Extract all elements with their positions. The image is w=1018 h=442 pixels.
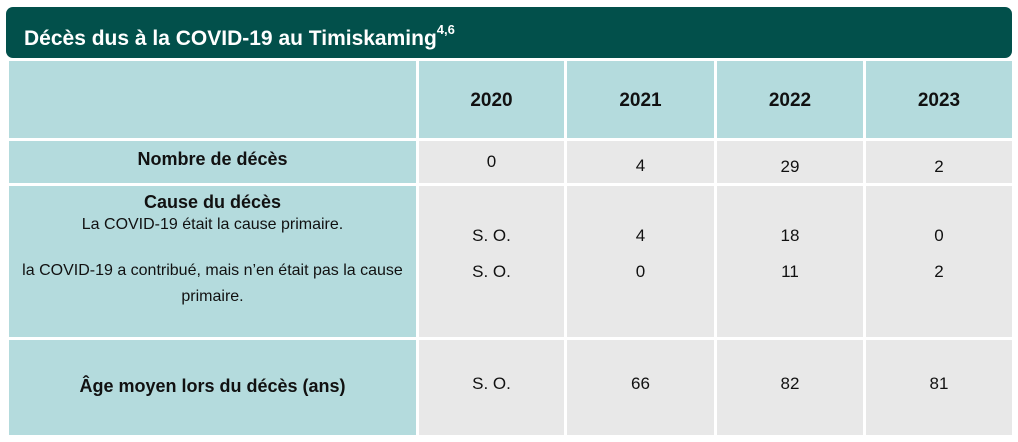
table-row: Cause du décès La COVID-19 était la caus… (6, 183, 1015, 340)
table-row: Nombre de décès 0 4 29 2 (6, 138, 1015, 186)
year-header-2020: 2020 (416, 58, 567, 141)
cause-contrib-2021: 0 (635, 262, 646, 281)
cause-contributing-text: la COVID-19 a contribué, mais n’en était… (22, 262, 403, 305)
table-row: Âge moyen lors du décès (ans) S. O. 66 8… (6, 337, 1015, 438)
cause-primary-2020: S. O. (472, 226, 511, 245)
deaths-2021: 4 (564, 138, 717, 186)
year-header-2021: 2021 (564, 58, 717, 141)
cause-primary-2021: 4 (635, 226, 646, 245)
cause-2022: 18 11 (714, 183, 866, 340)
age-2021: 66 (564, 337, 717, 438)
cause-contrib-2022: 11 (781, 262, 799, 281)
header-corner (6, 58, 419, 141)
row-label-cause: Cause du décès La COVID-19 était la caus… (6, 183, 419, 340)
cause-2020: S. O. S. O. (416, 183, 567, 340)
age-2022: 82 (714, 337, 866, 438)
table-title: Décès dus à la COVID-19 au Timiskaming4,… (6, 7, 1012, 58)
cause-title: Cause du décès (143, 192, 282, 212)
cause-contributing-label: la COVID-19 a contribué, mais n’en était… (9, 258, 416, 310)
cause-primary-2023: 0 (934, 226, 944, 245)
deaths-2023: 2 (863, 138, 1015, 186)
title-footnote-ref: 4,6 (436, 22, 455, 37)
deaths-2022: 29 (714, 138, 866, 186)
table-title-text: Décès dus à la COVID-19 au Timiskaming (24, 27, 437, 50)
cause-primary-label: La COVID-19 était la cause primaire. (81, 216, 344, 233)
age-2020: S. O. (416, 337, 567, 438)
cause-contrib-2020: S. O. (472, 262, 511, 281)
cause-2023: 0 2 (863, 183, 1015, 340)
row-label-deaths: Nombre de décès (6, 138, 419, 186)
cause-contrib-2023: 2 (934, 262, 944, 281)
age-2023: 81 (863, 337, 1015, 438)
cause-primary-2022: 18 (780, 226, 800, 245)
year-header-2022: 2022 (714, 58, 866, 141)
cause-2021: 4 0 (564, 183, 717, 340)
header-row: 2020 2021 2022 2023 (6, 58, 1015, 141)
deaths-2020: 0 (416, 138, 567, 186)
row-label-average-age: Âge moyen lors du décès (ans) (6, 337, 419, 438)
covid-deaths-table: 2020 2021 2022 2023 Nombre de décès 0 4 … (6, 58, 1015, 438)
year-header-2023: 2023 (863, 58, 1015, 141)
